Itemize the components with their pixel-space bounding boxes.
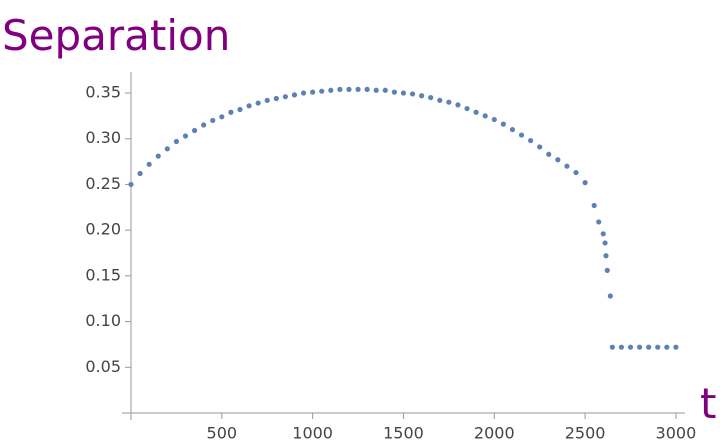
data-point — [264, 97, 270, 103]
data-point — [664, 344, 670, 350]
data-point — [382, 87, 388, 93]
data-point — [191, 127, 198, 134]
data-point — [164, 146, 170, 152]
data-point — [500, 121, 506, 127]
x-tick-label: 1500 — [383, 424, 424, 443]
data-point — [182, 133, 189, 139]
data-point — [282, 94, 288, 100]
data-point — [655, 344, 661, 350]
y-tick-label: 0.20 — [85, 220, 121, 239]
data-point — [201, 122, 207, 128]
data-point — [255, 100, 261, 106]
data-point — [618, 344, 625, 350]
y-tick-label: 0.35 — [85, 83, 121, 102]
data-point — [609, 344, 615, 350]
data-point — [546, 151, 552, 157]
data-point — [482, 113, 488, 119]
data-point — [219, 114, 225, 120]
x-tick-label: 500 — [207, 424, 238, 443]
data-point — [437, 97, 443, 103]
data-point — [564, 163, 570, 169]
data-point — [428, 94, 434, 101]
data-point — [646, 344, 652, 350]
data-point — [596, 219, 602, 225]
data-point — [291, 92, 298, 98]
data-point — [636, 344, 643, 350]
data-point — [537, 144, 543, 150]
data-point — [419, 93, 425, 99]
y-tick-label: 0.30 — [85, 128, 121, 147]
data-point — [607, 293, 613, 299]
data-point — [473, 109, 479, 115]
data-point — [355, 86, 361, 92]
data-point — [400, 90, 407, 96]
data-point — [555, 157, 561, 163]
x-tick-label: 3000 — [656, 424, 697, 443]
data-point — [328, 87, 334, 93]
data-point — [528, 137, 534, 144]
y-tick-label: 0.15 — [85, 265, 121, 284]
data-point — [337, 86, 343, 92]
data-point — [246, 103, 252, 109]
data-point — [210, 117, 216, 124]
data-point — [509, 126, 516, 133]
data-point — [346, 86, 352, 92]
chart-title: Separation — [2, 11, 230, 60]
data-point — [391, 89, 397, 95]
data-point — [627, 344, 634, 350]
x-tick-label: 2000 — [474, 424, 515, 443]
data-point — [173, 138, 180, 145]
data-point — [310, 89, 316, 95]
data-point — [603, 253, 609, 259]
x-axis-label: t — [700, 379, 716, 428]
data-point — [373, 87, 379, 93]
y-tick-label: 0.10 — [85, 311, 121, 330]
data-point — [604, 267, 610, 273]
data-point — [446, 99, 452, 105]
data-point — [237, 106, 243, 113]
y-tick-label: 0.25 — [85, 174, 121, 193]
data-point — [128, 181, 134, 188]
x-tick-label: 2500 — [565, 424, 606, 443]
data-point — [364, 86, 370, 92]
data-point — [573, 169, 579, 176]
data-point — [319, 88, 325, 94]
data-point — [673, 344, 679, 350]
data-point — [300, 90, 307, 96]
data-point — [146, 161, 152, 167]
data-point — [409, 91, 416, 97]
data-point — [591, 202, 597, 209]
data-point — [582, 180, 588, 186]
data-point — [228, 109, 234, 115]
data-point — [518, 132, 525, 138]
data-point — [273, 95, 279, 102]
x-tick-label: 1000 — [292, 424, 333, 443]
data-point — [602, 240, 608, 246]
data-point — [155, 153, 161, 159]
data-point — [137, 170, 143, 177]
data-point — [464, 105, 470, 112]
y-tick-label: 0.05 — [85, 357, 121, 376]
data-point — [600, 231, 606, 237]
data-point — [455, 102, 461, 108]
data-point — [491, 116, 497, 123]
